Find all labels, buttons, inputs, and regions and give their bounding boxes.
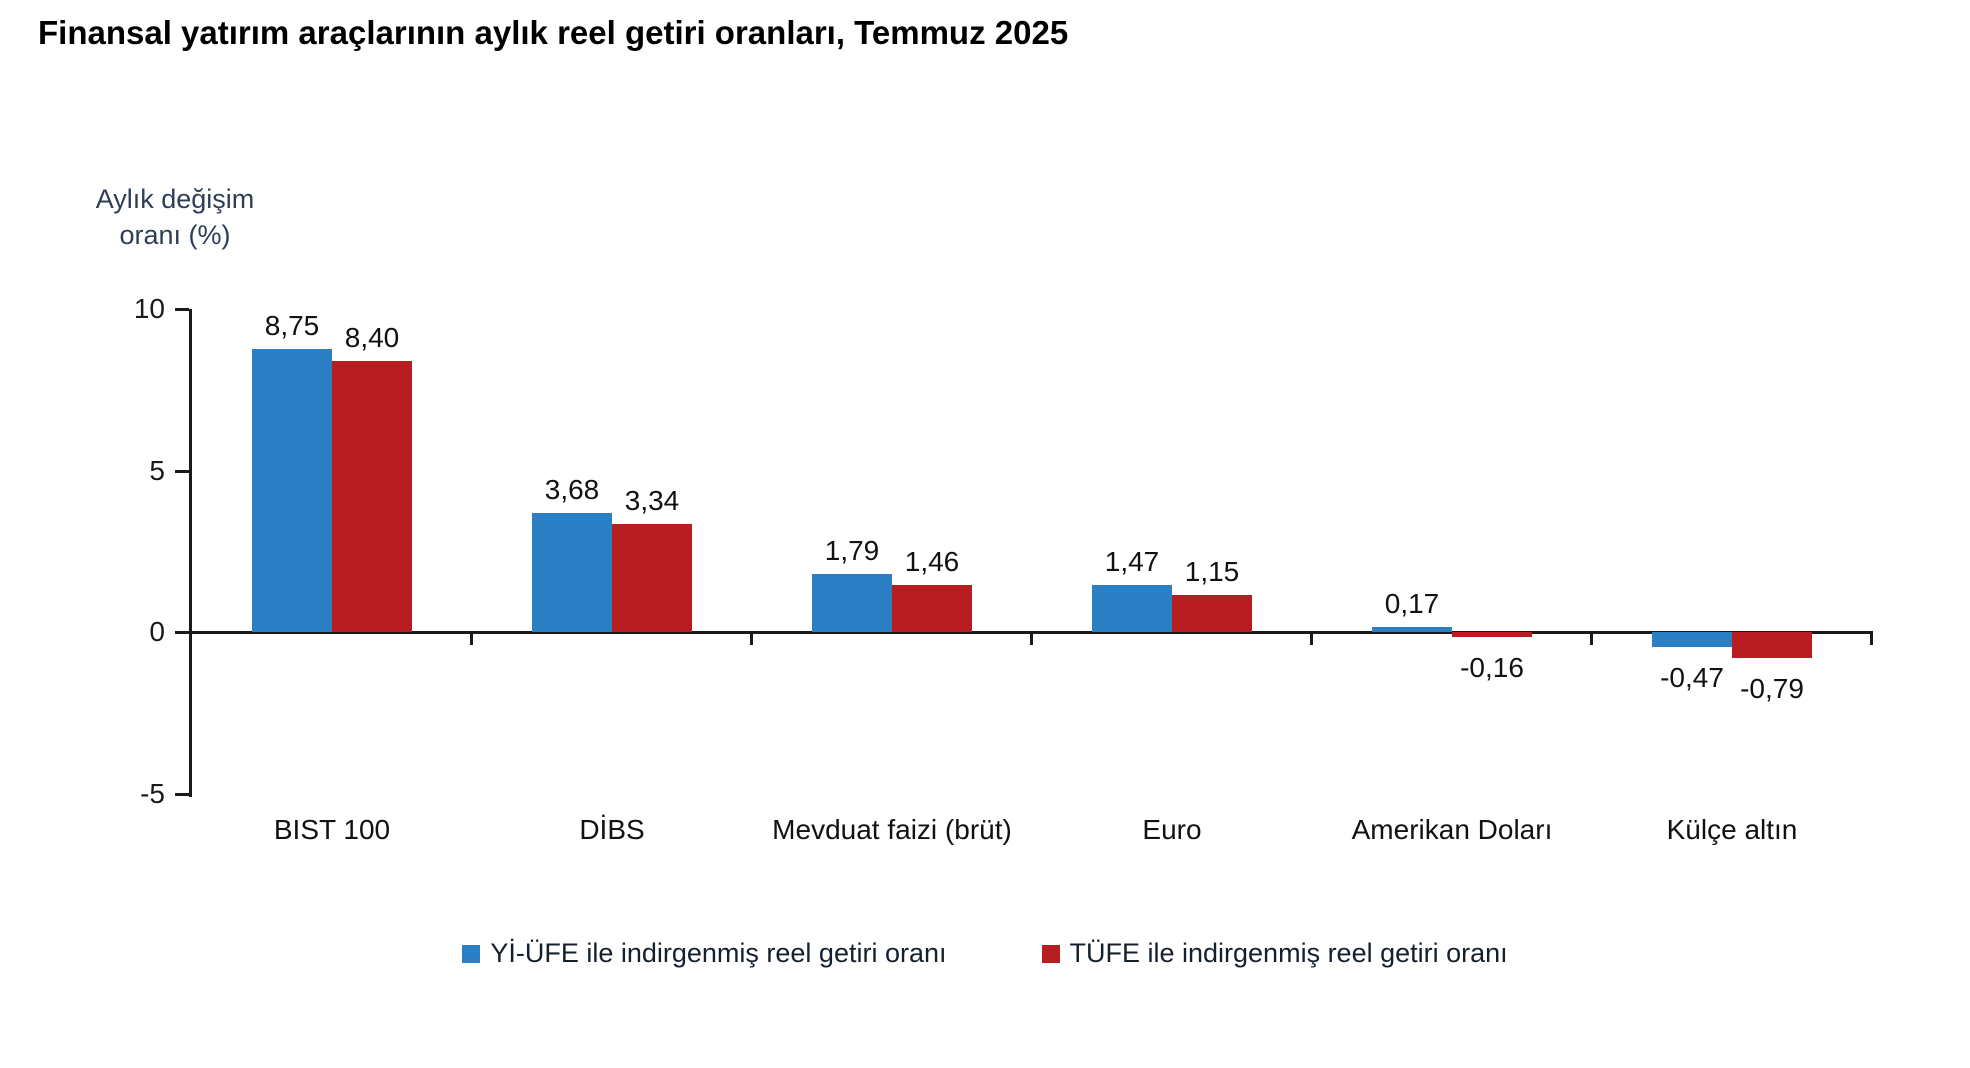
category-label-4: Euro	[1142, 814, 1202, 845]
bar-yiufe-5	[1372, 626, 1452, 632]
x-tick-mark	[1869, 633, 1873, 645]
bar-yiufe-6	[1652, 632, 1732, 648]
bar-yiufe-2	[532, 513, 612, 632]
legend-label-yiufe: Yİ-ÜFE ile indirgenmiş reel getiri oranı	[490, 938, 947, 968]
y-tick-mark	[175, 469, 189, 473]
bar-value-label: -0,79	[1740, 672, 1804, 704]
legend-swatch-yiufe-icon	[462, 944, 481, 963]
y-tick-mark	[175, 792, 189, 796]
bar-tufe-3	[892, 584, 972, 632]
y-tick-mark	[175, 631, 189, 634]
category-label-3: Mevduat faizi (brüt)	[772, 814, 1012, 845]
legend-item-tufe: TÜFE ile indirgenmiş reel getiri oranı	[1041, 938, 1508, 969]
category-label-2: DİBS	[579, 814, 645, 845]
x-tick-mark	[1309, 633, 1313, 645]
chart-title: Finansal yatırım araçlarının aylık reel …	[38, 14, 1069, 51]
bar-value-label: 1,15	[1184, 555, 1240, 587]
category-label-6: Külçe altın	[1666, 814, 1798, 845]
category-label-1: BIST 100	[273, 814, 391, 845]
x-axis-line	[189, 631, 1873, 634]
legend: Yİ-ÜFE ile indirgenmiş reel getiri oranı…	[0, 938, 1970, 969]
bar-value-label: -0,16	[1460, 652, 1524, 684]
category-label-5: Amerikan Doları	[1351, 814, 1553, 845]
legend-label-tufe: TÜFE ile indirgenmiş reel getiri oranı	[1069, 938, 1508, 968]
bar-value-label: 1,46	[904, 545, 960, 577]
bar-value-label: 3,68	[544, 474, 600, 506]
bar-value-label: 0,17	[1384, 587, 1440, 619]
x-tick-mark	[469, 633, 473, 645]
bar-yiufe-1	[252, 349, 332, 632]
x-tick-mark	[1589, 633, 1593, 645]
y-tick-mark	[175, 308, 189, 311]
bar-value-label: 8,40	[344, 321, 400, 353]
legend-item-yiufe: Yİ-ÜFE ile indirgenmiş reel getiri oranı	[462, 938, 947, 969]
y-tick-label: 5	[149, 454, 165, 486]
bar-tufe-4	[1172, 594, 1252, 632]
bar-tufe-5	[1452, 632, 1532, 638]
y-axis-title: Aylık değişim oranı (%)	[95, 184, 255, 250]
x-tick-mark	[1029, 633, 1033, 645]
bar-yiufe-3	[812, 574, 892, 632]
y-axis-line	[189, 309, 192, 797]
bar-value-label: -0,47	[1660, 662, 1724, 694]
y-tick-label: -5	[140, 777, 165, 809]
bar-value-label: 3,34	[624, 485, 680, 517]
legend-swatch-tufe-icon	[1041, 944, 1060, 963]
bar-tufe-6	[1732, 632, 1812, 658]
bar-tufe-1	[332, 360, 412, 632]
y-tick-label: 0	[149, 616, 165, 647]
bar-value-label: 1,79	[824, 535, 880, 567]
bar-value-label: 8,75	[264, 310, 320, 342]
bar-tufe-2	[612, 524, 692, 632]
bar-yiufe-4	[1092, 584, 1172, 632]
bar-value-label: 1,47	[1104, 545, 1160, 577]
x-tick-mark	[749, 633, 753, 645]
y-tick-label: 10	[133, 293, 165, 324]
